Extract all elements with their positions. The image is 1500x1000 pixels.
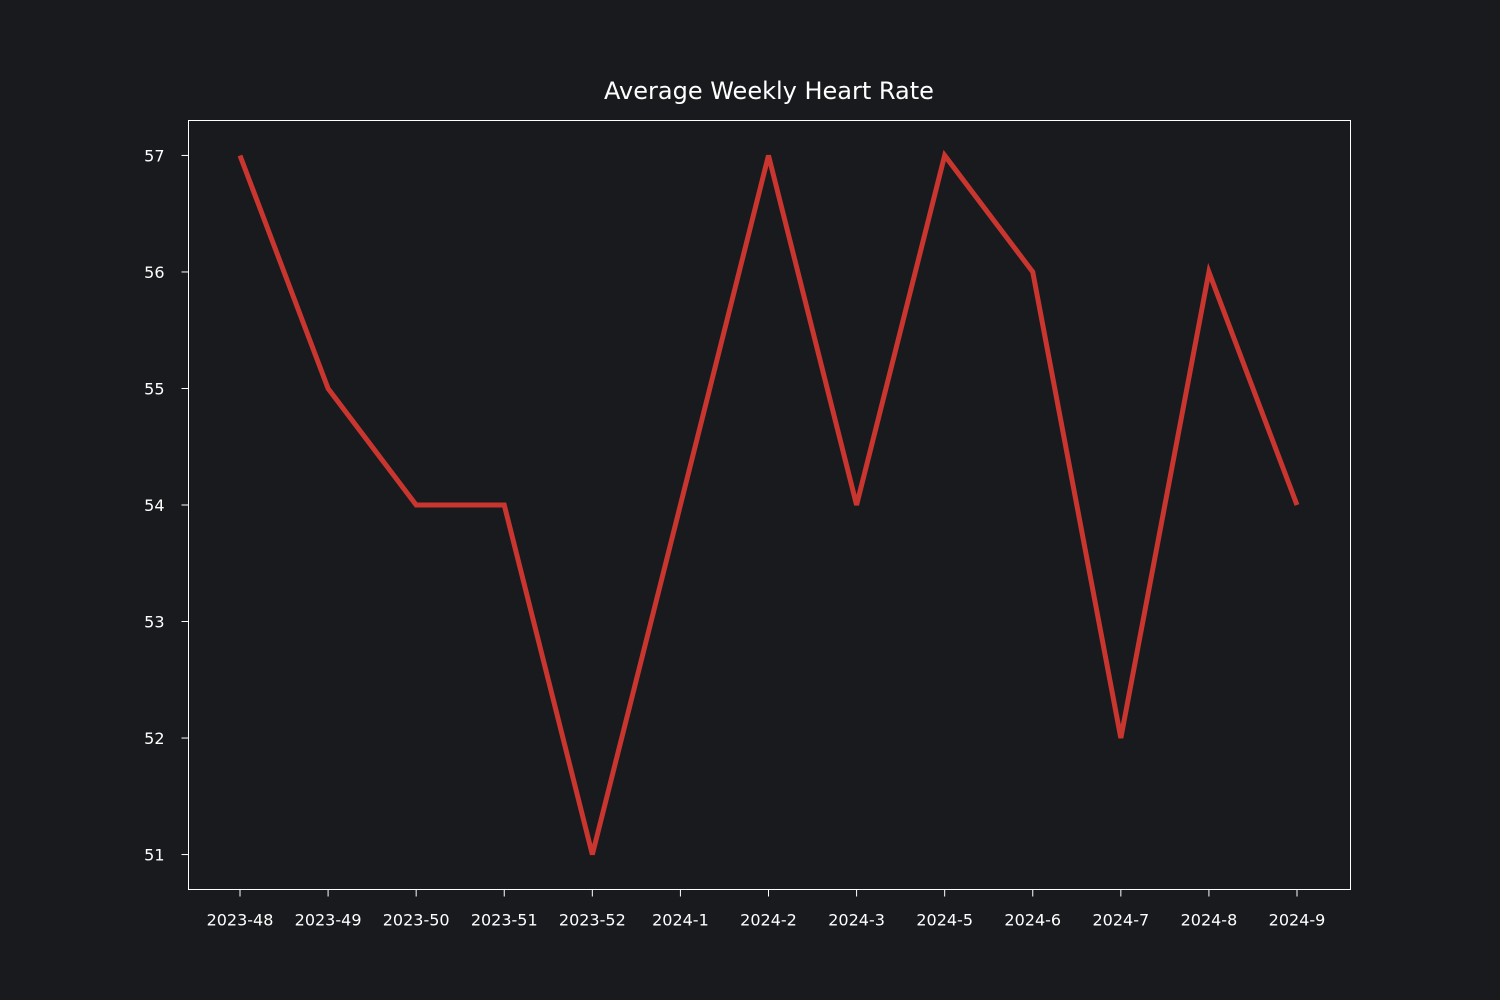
x-tick-label: 2024-6 <box>1004 911 1061 930</box>
x-tick-label: 2024-5 <box>916 911 973 930</box>
y-axis: 51 52 53 54 55 56 57 <box>144 146 189 865</box>
data-point <box>942 153 947 158</box>
series-layer <box>237 149 1300 857</box>
data-point <box>1118 736 1123 741</box>
y-tick-label: 53 <box>144 613 164 632</box>
y-tick-label: 55 <box>144 379 164 398</box>
x-tick-label: 2024-7 <box>1092 911 1149 930</box>
chart-title: Average Weekly Heart Rate <box>604 77 934 105</box>
x-tick-label: 2023-51 <box>471 911 538 930</box>
data-point <box>238 153 243 158</box>
x-axis: 2023-48 2023-49 2023-50 2023-51 2023-52 2024-… <box>207 889 1326 930</box>
data-point <box>1206 269 1211 274</box>
data-point <box>854 503 859 508</box>
y-tick-label: 51 <box>144 846 164 865</box>
y-tick-label: 57 <box>144 146 164 165</box>
y-tick-label: 52 <box>144 729 164 748</box>
data-point <box>502 503 507 508</box>
x-tick-label: 2024-8 <box>1181 911 1238 930</box>
series-line-0 <box>237 149 1300 856</box>
data-point <box>678 503 683 508</box>
x-tick-label: 2024-1 <box>652 911 709 930</box>
x-tick-label: 2024-2 <box>740 911 797 930</box>
data-point <box>1030 269 1035 274</box>
x-tick-label: 2024-3 <box>828 911 885 930</box>
plot-area-frame <box>188 120 1351 890</box>
x-tick-label: 2023-52 <box>559 911 626 930</box>
x-tick-label: 2023-48 <box>207 911 274 930</box>
y-tick-label: 56 <box>144 263 164 282</box>
y-tick-label: 54 <box>144 496 164 515</box>
x-tick-label: 2024-9 <box>1269 911 1326 930</box>
data-point <box>766 153 771 158</box>
x-tick-label: 2023-50 <box>383 911 450 930</box>
data-point <box>414 503 419 508</box>
data-point <box>590 852 595 857</box>
data-point <box>1295 503 1300 508</box>
data-point <box>326 386 331 391</box>
x-tick-label: 2023-49 <box>295 911 362 930</box>
